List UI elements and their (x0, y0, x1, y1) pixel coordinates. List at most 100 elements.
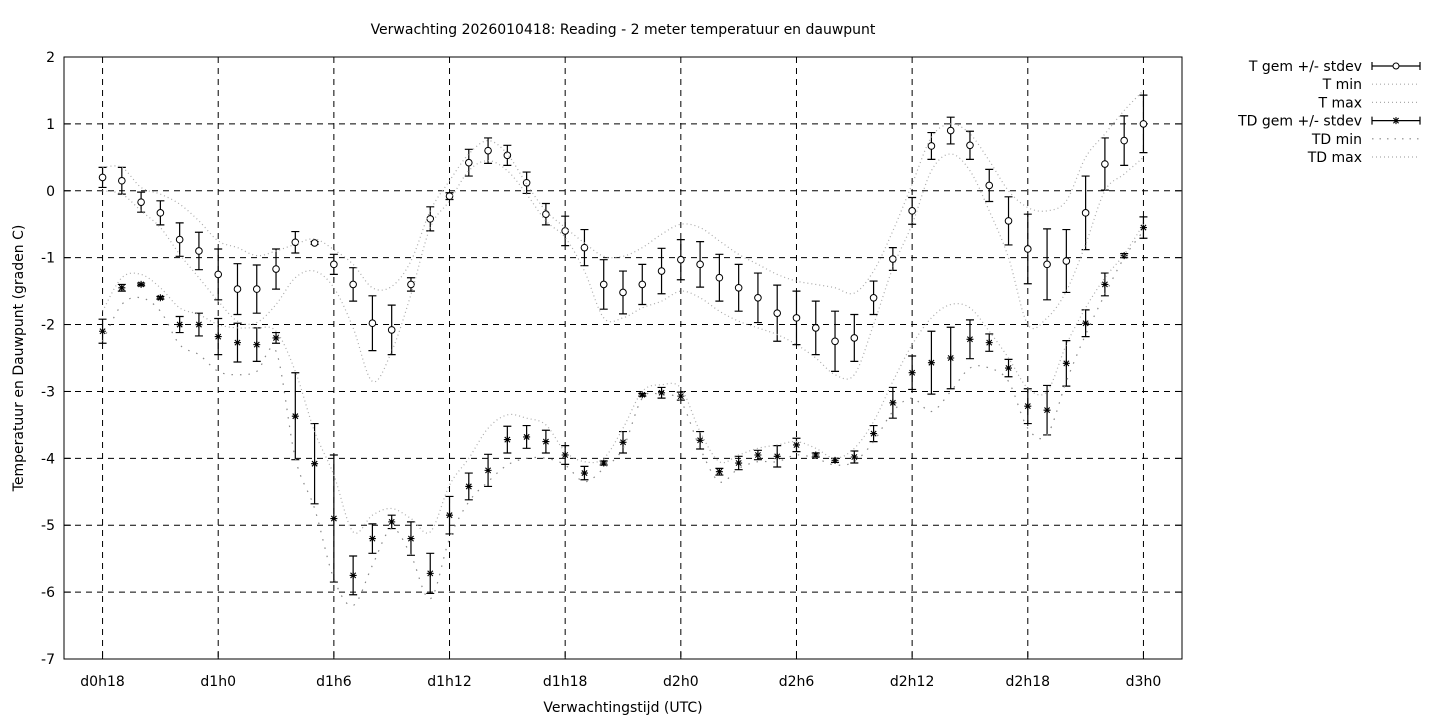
data-point (908, 207, 916, 215)
legend-marker (1392, 62, 1400, 70)
data-point (773, 309, 782, 317)
data-point (330, 260, 338, 269)
legend: T gem +/- stdev T min T max TD gem +/- stde… (1237, 59, 1421, 166)
data-point (272, 265, 280, 273)
data-point (523, 433, 531, 441)
data-point (619, 288, 627, 297)
data-point (812, 451, 820, 459)
data-point (484, 146, 492, 155)
data-point (792, 314, 801, 322)
data-point (1043, 406, 1051, 414)
y-tick-label: -6 (41, 585, 55, 601)
data-point (137, 280, 145, 288)
data-point (195, 247, 203, 255)
x-tick-label: d3h0 (1126, 674, 1162, 690)
data-point (446, 511, 454, 519)
data-point (388, 518, 396, 526)
data-point (850, 334, 859, 342)
y-tick-label: -5 (41, 518, 55, 534)
data-point (252, 285, 261, 293)
data-point (657, 267, 666, 275)
data-point (118, 176, 126, 185)
data-point (214, 270, 223, 279)
data-point (542, 438, 550, 446)
data-point (1120, 136, 1128, 145)
data-point (387, 326, 396, 334)
legend-label: T max (1317, 95, 1362, 111)
data-point (1062, 257, 1071, 265)
data-point (658, 389, 666, 397)
data-point (291, 238, 300, 247)
grid (64, 57, 1182, 659)
data-point (715, 468, 723, 476)
x-tick-label: d1h6 (316, 674, 352, 690)
series-t-max (102, 90, 1144, 295)
data-point (253, 341, 261, 349)
data-point (947, 354, 955, 362)
data-point (1081, 209, 1090, 217)
data-point (754, 294, 762, 302)
data-point (233, 339, 241, 347)
y-tick-label: -4 (41, 451, 55, 467)
data-point (1139, 224, 1147, 232)
y-tick-label: -3 (41, 384, 55, 400)
legend-marker (1392, 117, 1400, 125)
data-point (1043, 260, 1051, 269)
data-point (600, 459, 608, 467)
series-t-min (102, 153, 1144, 383)
data-point (233, 285, 242, 293)
x-tick-label: d1h0 (200, 674, 236, 690)
data-point (291, 412, 299, 420)
x-tick-label: d2h0 (663, 674, 699, 690)
legend-label: TD gem +/- stdev (1237, 114, 1362, 130)
chart-title: Verwachting 2026010418: Reading - 2 mete… (371, 22, 876, 38)
y-tick-label: -7 (41, 652, 55, 668)
data-point (1062, 359, 1070, 367)
data-point (599, 280, 608, 289)
data-point (445, 192, 454, 200)
data-point (368, 319, 377, 328)
data-point (580, 469, 588, 477)
plot-frame (63, 56, 1183, 660)
y-tick-label: 2 (46, 50, 55, 66)
y-tick-label: 1 (46, 117, 55, 133)
data-point (368, 535, 376, 543)
data-point (735, 459, 743, 467)
data-point (99, 327, 107, 335)
x-tick-label: d2h12 (890, 674, 934, 690)
data-point (176, 321, 184, 329)
data-point (503, 436, 511, 444)
data-point (870, 430, 878, 438)
envelope-line (102, 90, 1144, 295)
y-axis-label: Temperatuur en Dauwpunt (graden C) (11, 225, 27, 493)
x-axis-label: Verwachtingstijd (UTC) (543, 700, 702, 716)
data-point (464, 158, 473, 167)
legend-label: TD max (1307, 150, 1362, 166)
data-point (426, 215, 435, 223)
envelope-line (102, 223, 1144, 534)
envelope-line (102, 153, 1144, 383)
data-point (831, 456, 839, 464)
data-point (503, 151, 512, 160)
data-point (137, 198, 145, 206)
series (98, 90, 1148, 607)
data-point (677, 255, 685, 264)
data-point (311, 460, 319, 468)
data-point (985, 339, 993, 347)
data-point (638, 280, 647, 289)
data-point (1005, 364, 1013, 372)
data-point (966, 141, 974, 150)
data-point (484, 466, 492, 474)
data-point (542, 210, 550, 218)
data-point (869, 294, 878, 302)
ticks: 2 1 0 -1 -2 -3 -4 -5 -6 -7 d0h18 d1h0 d1h6 d1h12 d1h18… (41, 50, 1182, 690)
data-point (1101, 280, 1109, 288)
data-point (195, 321, 203, 329)
data-point (831, 337, 839, 346)
x-tick-label: d2h6 (779, 674, 815, 690)
series-td-gem-stdev (98, 216, 1148, 596)
data-point (889, 255, 897, 263)
series-td-min (102, 230, 1144, 607)
data-point (330, 515, 338, 523)
